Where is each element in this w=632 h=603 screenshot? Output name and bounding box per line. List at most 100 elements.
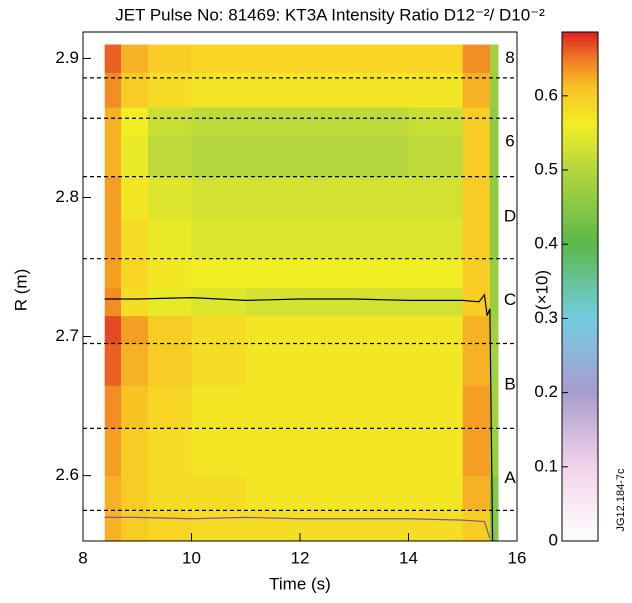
heatmap-cell <box>245 258 301 289</box>
heatmap-cell <box>245 428 301 477</box>
heatmap-cell <box>148 510 192 542</box>
heatmap-cell <box>354 510 409 542</box>
heatmap-cell <box>300 107 355 136</box>
heatmap-cell <box>489 343 499 386</box>
heatmap-cell <box>300 315 355 345</box>
heatmap-cell <box>148 107 192 136</box>
heatmap-cell <box>462 134 491 178</box>
heatmap-cell <box>148 218 192 260</box>
heatmap-cell <box>489 72 499 108</box>
heatmap-cell <box>120 385 149 429</box>
heatmap-cell <box>191 258 247 289</box>
heatmap-cell <box>191 218 247 260</box>
heatmap-cell <box>489 428 499 477</box>
heatmap-cell <box>245 287 301 317</box>
heatmap-cell <box>408 134 464 178</box>
heatmap-cell <box>354 428 409 477</box>
heatmap-cell <box>148 315 192 345</box>
heatmap-cell <box>104 385 122 429</box>
colorbar-tick-label: 0.3 <box>534 308 558 327</box>
x-tick-label: 14 <box>399 548 418 567</box>
heatmap-cell <box>120 428 149 477</box>
colorbar-tick-label: 0.5 <box>534 159 558 178</box>
x-tick-label: 16 <box>508 548 527 567</box>
heatmap-cell <box>148 287 192 317</box>
heatmap-cell <box>191 44 247 73</box>
heatmap-cell <box>245 475 301 511</box>
heatmap-cell <box>245 44 301 73</box>
chart-title: JET Pulse No: 81469: KT3A Intensity Rati… <box>115 5 545 24</box>
heatmap-cell <box>148 385 192 429</box>
colorbar-tick-label: 0.4 <box>534 234 558 253</box>
heatmap-cell <box>120 134 149 178</box>
heatmap-cell <box>191 428 247 477</box>
x-tick-label: 10 <box>182 548 201 567</box>
heatmap-cell <box>245 107 301 136</box>
heatmap-cell <box>489 176 499 219</box>
heatmap-cell <box>408 343 464 386</box>
heatmap-cell <box>245 385 301 429</box>
heatmap-cell <box>489 134 499 178</box>
heatmap-cell <box>191 315 247 345</box>
heatmap-cell <box>104 428 122 477</box>
heatmap-cell <box>245 218 301 260</box>
heatmap-cell <box>245 176 301 219</box>
heatmap-cell <box>191 287 247 317</box>
heatmap-cell <box>191 107 247 136</box>
heatmap-cell <box>300 510 355 542</box>
heatmap-cell <box>300 343 355 386</box>
heatmap-cell <box>245 315 301 345</box>
heatmap-cell <box>462 385 491 429</box>
region-label: D <box>504 206 516 225</box>
colorbar <box>561 31 599 542</box>
heatmap-cell <box>354 134 409 178</box>
region-label: 6 <box>505 131 514 150</box>
heatmap-cell <box>104 510 122 542</box>
heatmap-cell <box>408 428 464 477</box>
y-axis-label: R (m) <box>11 269 30 311</box>
heatmap-cell <box>354 315 409 345</box>
heatmap-cell <box>354 258 409 289</box>
heatmap-cell <box>354 107 409 136</box>
heatmap-cell <box>408 287 464 317</box>
heatmap-cell <box>120 475 149 511</box>
heatmap-cell <box>300 134 355 178</box>
heatmap-cell <box>120 107 149 136</box>
heatmap-cell <box>104 72 122 108</box>
region-label: B <box>504 375 515 394</box>
heatmap-cell <box>300 258 355 289</box>
heatmap-cell <box>148 428 192 477</box>
colorbar-label: (×10) <box>532 270 551 310</box>
heatmap-cell <box>354 176 409 219</box>
heatmap-cell <box>408 385 464 429</box>
region-label: A <box>504 468 516 487</box>
heatmap-cell <box>489 510 499 542</box>
heatmap-cell <box>104 218 122 260</box>
heatmap-cell <box>408 258 464 289</box>
heatmap-cell <box>489 315 499 345</box>
figure-code: JG12.184-7c <box>615 468 627 531</box>
heatmap-cell <box>191 510 247 542</box>
heatmap-cell <box>300 428 355 477</box>
heatmap-cell <box>408 315 464 345</box>
heatmap-cell <box>408 176 464 219</box>
region-label: 8 <box>505 48 514 67</box>
heatmap-cell <box>148 475 192 511</box>
heatmap-cell <box>354 343 409 386</box>
heatmap-cell <box>191 343 247 386</box>
heatmap-cell <box>462 315 491 345</box>
y-tick-label: 2.7 <box>55 326 79 345</box>
heatmap-cell <box>120 287 149 317</box>
heatmap-cell <box>462 176 491 219</box>
heatmap-cell <box>104 107 122 136</box>
y-tick-label: 2.9 <box>55 48 79 67</box>
heatmap-cell <box>354 385 409 429</box>
heatmap-cell <box>489 107 499 136</box>
y-tick-label: 2.6 <box>55 465 79 484</box>
heatmap-cell <box>104 44 122 73</box>
heatmap-cell <box>104 258 122 289</box>
heatmap-cell <box>489 385 499 429</box>
heatmap-cell <box>120 510 149 542</box>
heatmap-cell <box>104 176 122 219</box>
heatmap-cell <box>120 315 149 345</box>
